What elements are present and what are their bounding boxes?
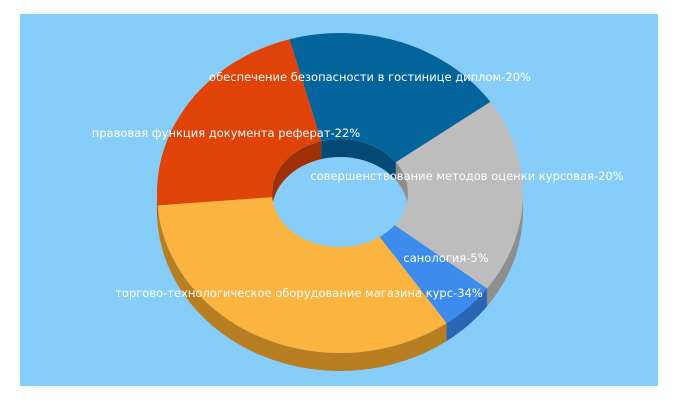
slice-3[interactable]	[157, 197, 447, 353]
slice-label-0: обеспечение безопасности в гостинице дип…	[209, 70, 531, 84]
slice-inner-wall-0-0	[321, 139, 396, 181]
donut-top	[156, 32, 523, 353]
slice-inner-wall-4-0	[272, 141, 322, 211]
slice-label-3: торгово-технологическое оборудование маг…	[115, 286, 483, 300]
slice-label-2: санология-5%	[403, 251, 488, 265]
donut-hole-fill	[272, 139, 408, 247]
slice-side-4-0	[157, 193, 158, 224]
donut-hole	[272, 139, 408, 247]
slice-label-4: правовая функция документа реферат-22%	[92, 126, 361, 140]
slice-label-1: совершенствование методов оценки курсова…	[310, 169, 623, 183]
slice-side-1-0	[486, 193, 523, 307]
slice-4[interactable]	[156, 39, 322, 206]
slice-1[interactable]	[394, 101, 523, 289]
slice-2[interactable]	[379, 225, 487, 324]
donut-depth	[157, 193, 523, 371]
slice-side-2-0	[446, 288, 487, 342]
slice-side-3-0	[157, 205, 447, 371]
slice-labels: обеспечение безопасности в гостинице дип…	[92, 70, 624, 300]
slice-inner-wall-1-0	[395, 162, 408, 211]
slice-0[interactable]	[289, 32, 491, 163]
